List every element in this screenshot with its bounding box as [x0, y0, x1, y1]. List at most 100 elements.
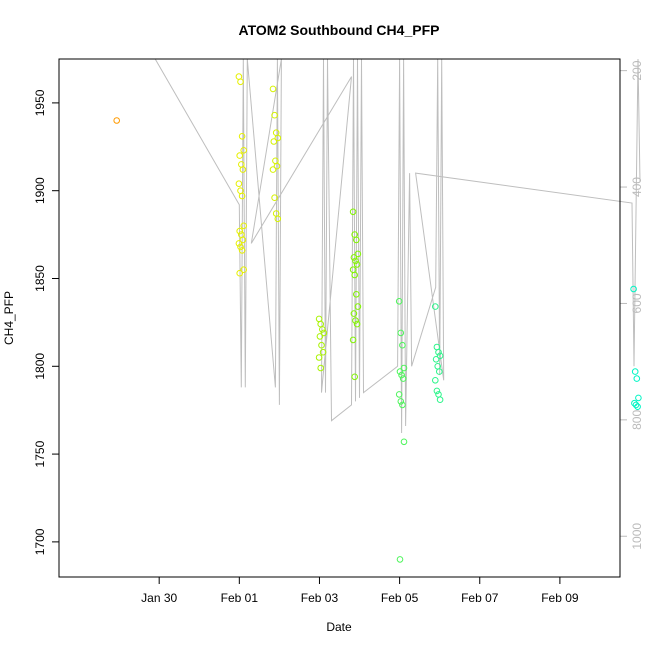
data-point	[400, 364, 408, 372]
data-point	[239, 236, 247, 244]
data-point	[269, 166, 277, 173]
y-axis-right: 200 400 600 800 1000	[620, 60, 644, 550]
data-point	[315, 354, 323, 361]
data-point	[240, 222, 247, 230]
data-point	[235, 180, 243, 187]
data-point	[395, 391, 403, 398]
data-point	[395, 298, 403, 305]
data-point	[354, 250, 362, 258]
y2-tick-label: 200	[630, 60, 644, 80]
x-tick-label: Jan 30	[141, 591, 177, 605]
data-point	[236, 227, 243, 235]
data-point	[399, 401, 406, 409]
data-point	[351, 271, 359, 279]
data-point	[237, 78, 244, 86]
data-point	[113, 117, 120, 124]
y2-tick-label: 600	[630, 293, 644, 313]
data-point	[399, 341, 406, 349]
data-point	[272, 157, 279, 165]
y-axis-left: 1700 1750 1800 1850 1900 1950	[33, 89, 59, 555]
y2-tick-label: 1000	[630, 523, 644, 550]
data-point	[632, 401, 640, 409]
data-point	[353, 236, 360, 244]
data-point	[354, 303, 362, 310]
data-point	[353, 261, 361, 268]
data-point	[350, 254, 358, 261]
x-tick-label: Feb 03	[301, 591, 339, 605]
y-tick-label: 1850	[33, 265, 47, 292]
data-point	[631, 368, 639, 375]
data-point	[435, 391, 442, 398]
y-tick-label: 1800	[33, 353, 47, 380]
x-axis-label: Date	[326, 620, 352, 634]
x-axis: Jan 30 Feb 01 Feb 03 Feb 05 Feb 07 Feb 09	[141, 577, 579, 605]
data-point	[273, 162, 281, 170]
flight-path-line	[154, 58, 641, 434]
data-point	[319, 348, 327, 356]
y-tick-label: 1950	[33, 89, 47, 116]
data-point	[399, 375, 407, 382]
data-point	[436, 352, 444, 360]
data-point	[240, 147, 247, 154]
data-point	[352, 257, 359, 265]
data-point	[350, 310, 358, 317]
data-point	[435, 348, 442, 356]
data-point	[353, 320, 361, 328]
data-point	[432, 303, 439, 310]
y-axis-label: CH4_PFP	[2, 291, 16, 345]
data-point	[236, 269, 243, 277]
data-point	[398, 371, 405, 379]
data-point	[270, 138, 278, 145]
data-point	[633, 375, 641, 382]
data-point	[396, 368, 404, 375]
chart-title: ATOM2 Southbound CH4_PFP	[239, 22, 440, 38]
data-point	[432, 356, 440, 363]
data-point	[349, 336, 357, 344]
data-point	[236, 152, 243, 159]
data-point	[634, 403, 641, 411]
x-tick-label: Feb 09	[541, 591, 579, 605]
data-point	[433, 387, 441, 395]
data-point	[240, 266, 247, 274]
data-point	[274, 134, 282, 142]
data-point	[353, 291, 360, 298]
data-point	[352, 317, 359, 324]
data-points	[113, 73, 642, 563]
data-point	[436, 396, 444, 404]
data-point	[239, 166, 247, 173]
data-point	[396, 556, 404, 563]
data-point	[269, 85, 277, 93]
y-tick-label: 1750	[33, 440, 47, 467]
data-point	[271, 111, 278, 119]
x-tick-label: Feb 05	[381, 591, 419, 605]
data-point	[237, 243, 244, 251]
data-point	[349, 208, 357, 216]
data-point	[436, 368, 443, 375]
x-tick-label: Feb 01	[221, 591, 259, 605]
data-point	[397, 329, 405, 337]
data-point	[316, 333, 324, 340]
data-point	[432, 377, 439, 384]
connection-lines	[154, 58, 641, 434]
data-point	[319, 326, 326, 333]
data-point	[635, 394, 642, 402]
y2-tick-label: 400	[630, 177, 644, 197]
data-point	[238, 133, 246, 140]
x-tick-label: Feb 07	[461, 591, 499, 605]
data-point	[318, 341, 325, 349]
data-point	[630, 285, 637, 293]
data-point	[397, 398, 405, 405]
data-point	[320, 329, 328, 337]
data-point	[317, 364, 325, 372]
data-point	[400, 438, 408, 446]
data-point	[238, 192, 246, 200]
y-tick-label: 1700	[33, 528, 47, 555]
y2-tick-label: 800	[630, 410, 644, 430]
y-tick-label: 1900	[33, 177, 47, 204]
data-point	[235, 240, 243, 247]
data-point	[271, 194, 278, 201]
plot-frame	[58, 58, 621, 578]
data-point	[351, 373, 359, 381]
data-point	[317, 320, 325, 328]
